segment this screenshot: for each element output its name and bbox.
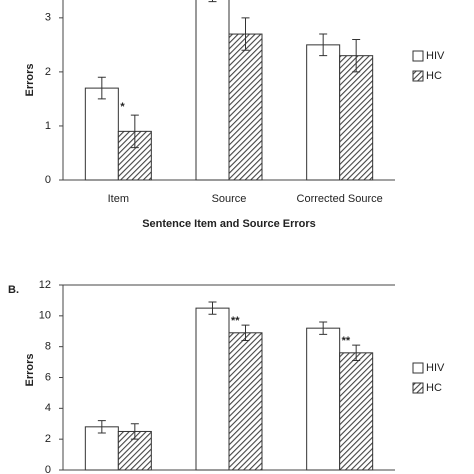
- y-tick-label: 10: [39, 310, 51, 322]
- x-tick-label: Item: [108, 193, 129, 205]
- error-bar: [208, 0, 217, 3]
- y-tick-label: 1: [45, 120, 51, 132]
- significance: *: [120, 101, 125, 113]
- legend-label: HIV: [426, 362, 445, 374]
- bar: [84, 87, 119, 181]
- y-tick-label: 12: [39, 279, 51, 291]
- legend-swatch: [412, 382, 424, 394]
- y-tick-label: 0: [45, 464, 51, 474]
- x-axis-title: Sentence Item and Source Errors: [142, 218, 316, 230]
- y-tick-label: 2: [45, 433, 51, 445]
- legend-label: HC: [426, 70, 442, 82]
- bar: [228, 33, 263, 181]
- y-tick-label: 3: [45, 12, 51, 24]
- bar: [84, 426, 119, 471]
- x-tick-label: Corrected Source: [297, 193, 383, 205]
- significance: **: [231, 315, 240, 327]
- error-bar: [97, 76, 106, 100]
- bar: [339, 55, 374, 181]
- x-tick-label: Source: [212, 193, 247, 205]
- error-bar: [352, 38, 361, 73]
- error-bar: [319, 321, 328, 335]
- legend-swatch: [412, 50, 424, 62]
- legend-label: HC: [426, 382, 442, 394]
- y-axis-title: Errors: [24, 353, 36, 386]
- error-bar: [97, 420, 106, 434]
- y-tick-label: 6: [45, 371, 51, 383]
- y-tick-label: 8: [45, 341, 51, 353]
- legend-label: HIV: [426, 50, 445, 62]
- panel-label: B.: [8, 284, 19, 296]
- y-axis-title: Errors: [24, 63, 36, 96]
- error-bar: [208, 301, 217, 315]
- bar: [195, 0, 230, 181]
- bar: [306, 44, 341, 181]
- y-tick-label: 2: [45, 66, 51, 78]
- legend-swatch: [412, 70, 424, 82]
- y-tick-label: 4: [45, 402, 51, 414]
- error-bar: [352, 344, 361, 362]
- bar: [195, 307, 230, 471]
- error-bar: [130, 114, 139, 149]
- error-bar: [241, 17, 250, 51]
- bar: [339, 352, 374, 471]
- error-bar: [319, 33, 328, 57]
- bar: [228, 332, 263, 471]
- legend-swatch: [412, 362, 424, 374]
- y-tick-label: 0: [45, 174, 51, 186]
- significance: **: [342, 335, 351, 347]
- error-bar: [241, 324, 250, 341]
- error-bar: [130, 423, 139, 440]
- bar: [306, 327, 341, 471]
